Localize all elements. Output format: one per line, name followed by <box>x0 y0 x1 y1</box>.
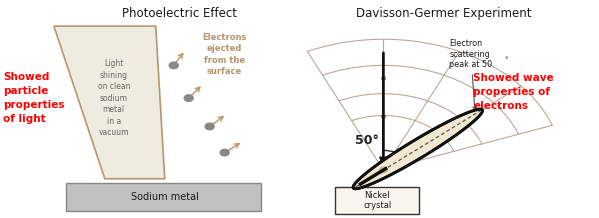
Polygon shape <box>353 109 482 189</box>
Text: Sodium metal: Sodium metal <box>131 192 199 202</box>
Text: Electrons
ejected
from the
surface: Electrons ejected from the surface <box>202 33 247 76</box>
FancyBboxPatch shape <box>335 187 419 214</box>
Circle shape <box>205 123 214 130</box>
Text: Davisson-Germer Experiment: Davisson-Germer Experiment <box>356 7 531 20</box>
FancyBboxPatch shape <box>66 183 261 211</box>
Text: Light
shining
on clean
sodium
metal
in a
vacuum: Light shining on clean sodium metal in a… <box>98 59 130 137</box>
Text: Photoelectric Effect: Photoelectric Effect <box>122 7 237 20</box>
Text: Showed
particle
properties
of light: Showed particle properties of light <box>3 72 65 124</box>
Text: Electron
scattering
peak at 50: Electron scattering peak at 50 <box>449 39 492 110</box>
Polygon shape <box>54 26 165 179</box>
Text: °: ° <box>504 57 508 63</box>
Text: Showed wave
properties of
electrons: Showed wave properties of electrons <box>473 73 554 111</box>
Text: Nickel
crystal: Nickel crystal <box>363 191 392 210</box>
Circle shape <box>220 149 229 156</box>
Circle shape <box>184 95 193 101</box>
Text: 50°: 50° <box>355 134 379 147</box>
Circle shape <box>170 62 179 69</box>
Circle shape <box>380 167 388 173</box>
